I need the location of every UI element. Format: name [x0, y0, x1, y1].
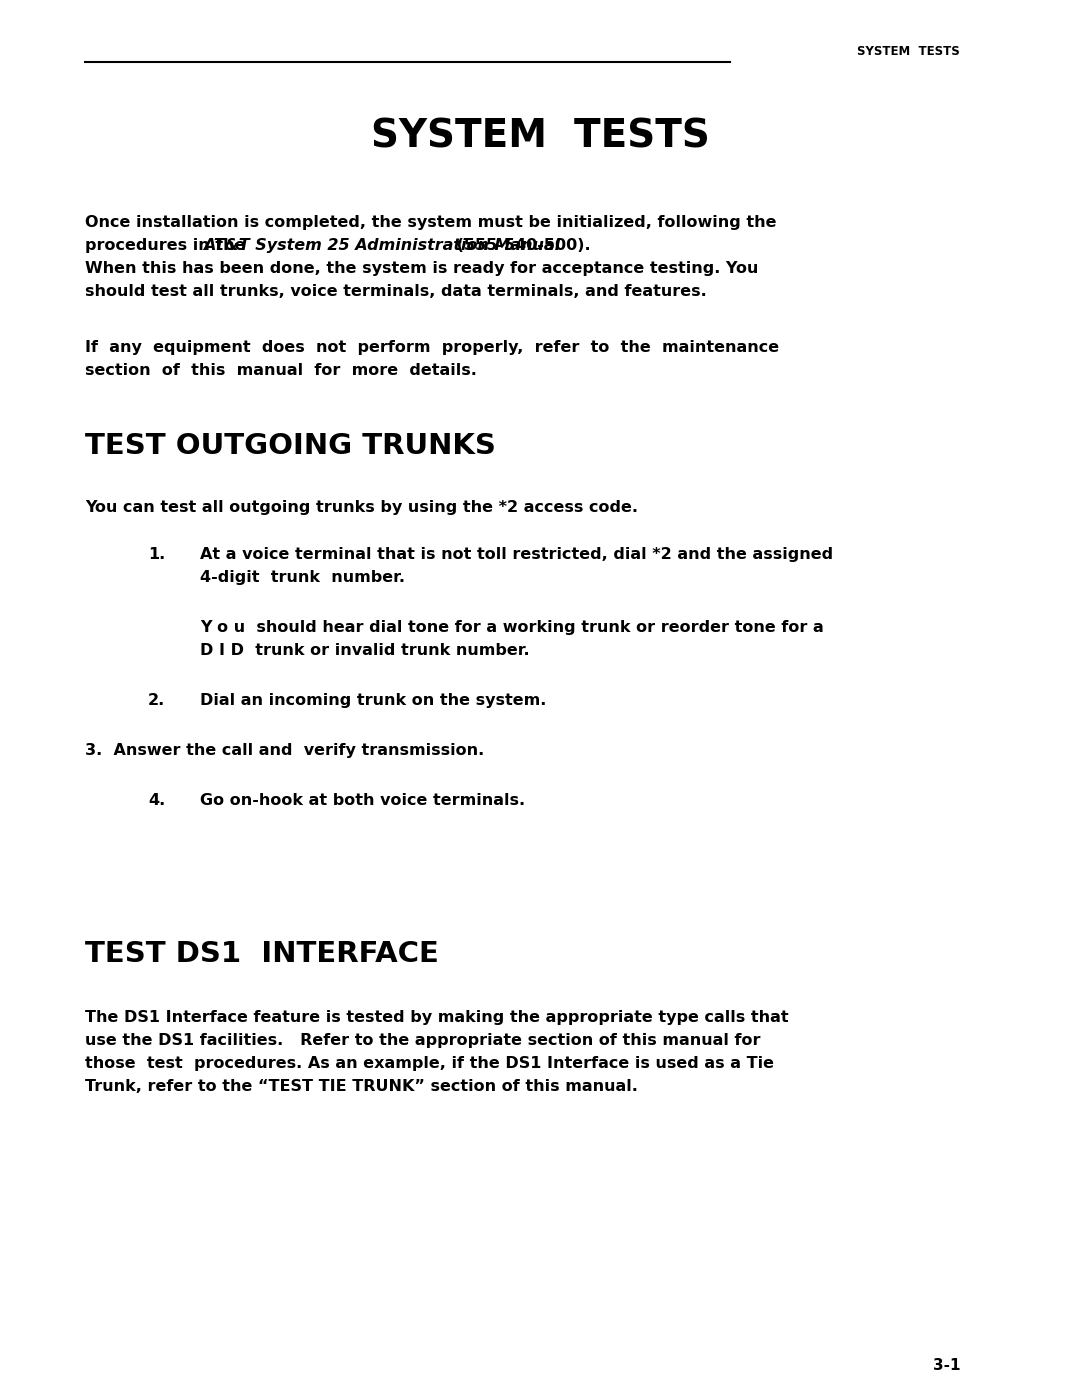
Text: Trunk, refer to the “TEST TIE TRUNK” section of this manual.: Trunk, refer to the “TEST TIE TRUNK” sec… [85, 1079, 638, 1094]
Text: Y o u  should hear dial tone for a working trunk or reorder tone for a: Y o u should hear dial tone for a workin… [200, 619, 824, 635]
Text: use the DS1 facilities.   Refer to the appropriate section of this manual for: use the DS1 facilities. Refer to the app… [85, 1033, 760, 1048]
Text: D I D  trunk or invalid trunk number.: D I D trunk or invalid trunk number. [200, 643, 529, 658]
Text: TEST OUTGOING TRUNKS: TEST OUTGOING TRUNKS [85, 432, 496, 459]
Text: At a voice terminal that is not toll restricted, dial *2 and the assigned: At a voice terminal that is not toll res… [200, 547, 833, 562]
Text: TEST DS1  INTERFACE: TEST DS1 INTERFACE [85, 940, 438, 967]
Text: AT&T System 25 Administration Manual: AT&T System 25 Administration Manual [203, 238, 561, 253]
Text: should test all trunks, voice terminals, data terminals, and features.: should test all trunks, voice terminals,… [85, 284, 706, 299]
Text: SYSTEM  TESTS: SYSTEM TESTS [370, 118, 710, 156]
Text: (555-540-500).: (555-540-500). [451, 238, 591, 253]
Text: 2.: 2. [148, 693, 165, 709]
Text: 1.: 1. [148, 547, 165, 562]
Text: You can test all outgoing trunks by using the *2 access code.: You can test all outgoing trunks by usin… [85, 500, 638, 515]
Text: Dial an incoming trunk on the system.: Dial an incoming trunk on the system. [200, 693, 546, 709]
Text: 4-digit  trunk  number.: 4-digit trunk number. [200, 569, 405, 585]
Text: If  any  equipment  does  not  perform  properly,  refer  to  the  maintenance: If any equipment does not perform proper… [85, 340, 779, 355]
Text: those  test  procedures. As an example, if the DS1 Interface is used as a Tie: those test procedures. As an example, if… [85, 1057, 774, 1070]
Text: Once installation is completed, the system must be initialized, following the: Once installation is completed, the syst… [85, 214, 777, 230]
Text: The DS1 Interface feature is tested by making the appropriate type calls that: The DS1 Interface feature is tested by m… [85, 1011, 788, 1025]
Text: section  of  this  manual  for  more  details.: section of this manual for more details. [85, 363, 477, 379]
Text: procedures in the: procedures in the [85, 238, 252, 253]
Text: Go on-hook at both voice terminals.: Go on-hook at both voice terminals. [200, 793, 525, 807]
Text: SYSTEM  TESTS: SYSTEM TESTS [858, 45, 960, 58]
Text: 3-1: 3-1 [932, 1359, 960, 1373]
Text: When this has been done, the system is ready for acceptance testing. You: When this has been done, the system is r… [85, 262, 758, 276]
Text: 3.  Answer the call and  verify transmission.: 3. Answer the call and verify transmissi… [85, 743, 484, 759]
Text: 4.: 4. [148, 793, 165, 807]
